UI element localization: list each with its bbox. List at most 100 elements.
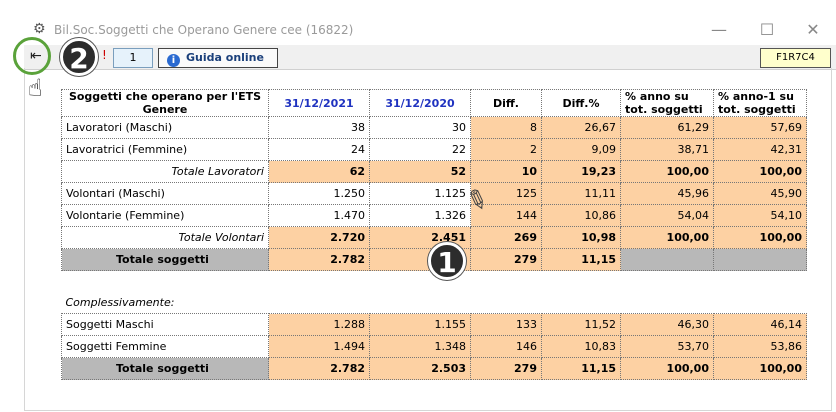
header-pct-previous: % anno-1 su tot. soggetti <box>713 89 807 117</box>
cell-2021[interactable]: 1.250 <box>268 182 370 205</box>
data-table: Soggetti che operano per l'ETS Genere 31… <box>61 89 807 380</box>
help-button[interactable]: i Guida online <box>158 48 278 68</box>
page-number[interactable]: 1 <box>113 48 153 68</box>
cell-2020[interactable]: 22 <box>369 138 471 161</box>
row-label: Totale Volontari <box>61 226 269 249</box>
cell-2020: 1.348 <box>369 335 471 358</box>
header-label: Soggetti che operano per l'ETS Genere <box>61 89 269 117</box>
cell-diff: 279 <box>470 357 542 380</box>
cell-diff: 269 <box>470 226 542 249</box>
cell-2020: 52 <box>369 160 471 183</box>
cell-2020[interactable]: 1.326 <box>369 204 471 227</box>
row-label: Lavoratori (Maschi) <box>61 116 269 139</box>
cell-2020[interactable]: 30 <box>369 116 471 139</box>
window-title: Bil.Soc.Soggetti che Operano Genere cee … <box>54 23 354 37</box>
cell-pct-current: 100,00 <box>620 357 714 380</box>
subtotal-row: Totale Lavoratori 62 52 10 19,23 100,00 … <box>61 160 807 183</box>
subtotal-row: Totale Volontari 2.720 2.451 269 10,98 1… <box>61 226 807 249</box>
table-row: Lavoratori (Maschi) 38 30 8 26,67 61,29 … <box>61 116 807 139</box>
row-label: Totale soggetti <box>61 248 269 271</box>
table-row: Soggetti Maschi 1.288 1.155 133 11,52 46… <box>61 313 807 336</box>
cell-2021: 2.782 <box>268 248 370 271</box>
cell-diff: 2 <box>470 138 542 161</box>
cell-2021[interactable]: 38 <box>268 116 370 139</box>
info-icon: i <box>167 54 180 67</box>
cell-2021: 2.782 <box>268 357 370 380</box>
cell-pct-current: 46,30 <box>620 313 714 336</box>
row-label: Totale Lavoratori <box>61 160 269 183</box>
step-badge-1: 1 <box>428 242 466 280</box>
content-frame <box>24 68 832 411</box>
cell-pct-previous: 46,14 <box>713 313 807 336</box>
close-button[interactable]: ✕ <box>806 20 820 39</box>
table-row: Lavoratrici (Femmine) 24 22 2 9,09 38,71… <box>61 138 807 161</box>
app-icon: ⚙ <box>33 21 46 37</box>
header-diff: Diff. <box>470 89 542 117</box>
step-badge-2: 2 <box>60 38 98 76</box>
highlight-ring <box>13 37 51 75</box>
cell-diff: 133 <box>470 313 542 336</box>
cell-empty <box>620 248 714 271</box>
table-row: Soggetti Femmine 1.494 1.348 146 10,83 5… <box>61 335 807 358</box>
header-2021: 31/12/2021 <box>268 89 370 117</box>
cell-diff-percent: 11,15 <box>541 248 621 271</box>
cell-2020[interactable]: 1.125 <box>369 182 471 205</box>
cell-pct-current: 45,96 <box>620 182 714 205</box>
header-pct-current: % anno su tot. soggetti <box>620 89 714 117</box>
cell-2020: 1.155 <box>369 313 471 336</box>
cell-diff-percent: 10,86 <box>541 204 621 227</box>
cell-diff: 10 <box>470 160 542 183</box>
row-label: Lavoratrici (Femmine) <box>61 138 269 161</box>
cell-diff: 144 <box>470 204 542 227</box>
toolbar: ⇤ ! 1 i Guida online F1R7C4 <box>24 45 836 70</box>
cell-2021[interactable]: 1.470 <box>268 204 370 227</box>
window: ⚙ Bil.Soc.Soggetti che Operano Genere ce… <box>24 15 836 412</box>
cell-pct-previous: 54,10 <box>713 204 807 227</box>
total-row: Totale soggetti 2.782 2.503 279 11,15 <box>61 248 807 271</box>
cell-diff-percent: 9,09 <box>541 138 621 161</box>
cell-2021: 1.288 <box>268 313 370 336</box>
cell-diff-percent: 11,52 <box>541 313 621 336</box>
cell-pct-current: 54,04 <box>620 204 714 227</box>
cell-pct-previous: 45,90 <box>713 182 807 205</box>
table-row: Volontarie (Femmine) 1.470 1.326 144 10,… <box>61 204 807 227</box>
cell-pct-previous: 57,69 <box>713 116 807 139</box>
total-row: Totale soggetti 2.782 2.503 279 11,15 10… <box>61 357 807 380</box>
cell-2021: 2.720 <box>268 226 370 249</box>
cell-pct-current: 61,29 <box>620 116 714 139</box>
row-label: Volontarie (Femmine) <box>61 204 269 227</box>
cell-diff-percent: 10,98 <box>541 226 621 249</box>
maximize-button[interactable]: ☐ <box>759 20 775 39</box>
cell-pct-previous: 100,00 <box>713 357 807 380</box>
cell-pct-current: 53,70 <box>620 335 714 358</box>
cell-pct-previous: 42,31 <box>713 138 807 161</box>
table-row: Volontari (Maschi) 1.250 1.125 125 11,11… <box>61 182 807 205</box>
title-bar: ⚙ Bil.Soc.Soggetti che Operano Genere ce… <box>24 15 836 45</box>
cell-2021[interactable]: 24 <box>268 138 370 161</box>
cell-diff-percent: 10,83 <box>541 335 621 358</box>
section-label: Complessivamente: <box>65 296 175 309</box>
row-label: Totale soggetti <box>61 357 269 380</box>
cell-2021: 62 <box>268 160 370 183</box>
header-row: Soggetti che operano per l'ETS Genere 31… <box>61 89 807 117</box>
marker-icon: ! <box>102 48 107 62</box>
cell-diff-percent: 19,23 <box>541 160 621 183</box>
cell-diff: 279 <box>470 248 542 271</box>
help-label: Guida online <box>186 51 264 64</box>
form-code: F1R7C4 <box>760 48 831 68</box>
cell-pct-previous: 53,86 <box>713 335 807 358</box>
cell-2021: 1.494 <box>268 335 370 358</box>
cell-diff-percent: 11,15 <box>541 357 621 380</box>
cell-pct-current: 100,00 <box>620 160 714 183</box>
cell-2020: 2.503 <box>369 357 471 380</box>
minimize-button[interactable]: — <box>711 20 727 39</box>
cell-diff: 8 <box>470 116 542 139</box>
cell-pct-current: 100,00 <box>620 226 714 249</box>
header-diff-percent: Diff.% <box>541 89 621 117</box>
row-label: Soggetti Maschi <box>61 313 269 336</box>
cell-diff: 146 <box>470 335 542 358</box>
cell-pct-previous: 100,00 <box>713 226 807 249</box>
cell-diff-percent: 11,11 <box>541 182 621 205</box>
row-label: Soggetti Femmine <box>61 335 269 358</box>
pointer-hand-icon: ☝ <box>28 74 43 102</box>
